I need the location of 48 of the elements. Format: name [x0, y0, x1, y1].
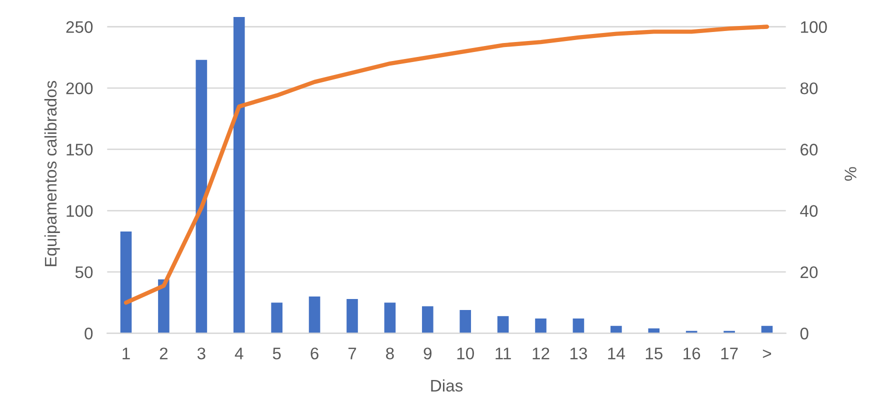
y2-tick-label: 40 [800, 205, 818, 217]
y2-tick-label: 60 [800, 144, 818, 156]
x-tick-label: 17 [721, 348, 738, 360]
y-tick-label: 150 [66, 144, 93, 156]
y-tick-label: 50 [75, 266, 93, 278]
y2-tick-label: 100 [801, 21, 827, 33]
y-axis-title: Equipamentos calibrados [44, 80, 60, 266]
bar [460, 310, 472, 334]
y-tick-label: 0 [84, 328, 93, 340]
bar [497, 316, 509, 334]
bar [308, 296, 320, 334]
bar [158, 279, 170, 334]
x-tick-label: 10 [457, 348, 474, 360]
bar [120, 232, 132, 334]
x-tick-label: 8 [386, 348, 394, 360]
x-tick-label: 16 [684, 348, 700, 360]
y2-tick-label: 0 [800, 328, 808, 340]
bar [233, 16, 245, 334]
x-tick-label: 3 [197, 348, 206, 360]
bar [535, 318, 546, 334]
bar [271, 302, 282, 334]
y2-tick-label: 80 [800, 82, 818, 94]
y-tick-label: 250 [66, 21, 93, 33]
bar [572, 318, 584, 334]
x-tick-label: > [762, 350, 772, 358]
y2-tick-label: 20 [800, 266, 818, 278]
x-tick-label: 15 [646, 348, 662, 360]
x-tick-label: 14 [608, 348, 625, 360]
x-tick-label: 1 [122, 348, 130, 360]
x-tick-label: 6 [310, 348, 318, 360]
x-tick-label: 5 [272, 348, 281, 360]
y-tick-label: 200 [66, 82, 93, 94]
x-tick-label: 11 [496, 348, 511, 360]
x-axis-title: Dias [431, 379, 463, 392]
x-tick-label: 12 [532, 348, 550, 360]
x-tick-label: 4 [234, 348, 244, 360]
x-tick-label: 9 [424, 348, 432, 360]
y2-axis-title: % [844, 167, 856, 181]
bar [196, 60, 208, 334]
x-tick-label: 2 [160, 348, 168, 360]
line-series [124, 24, 770, 305]
bar [422, 306, 434, 334]
bar [346, 298, 358, 334]
x-tick-label: 7 [348, 348, 356, 360]
x-tick-label: 13 [570, 348, 588, 360]
bar [610, 326, 622, 334]
bar [384, 302, 396, 334]
y-tick-label: 100 [66, 205, 93, 217]
